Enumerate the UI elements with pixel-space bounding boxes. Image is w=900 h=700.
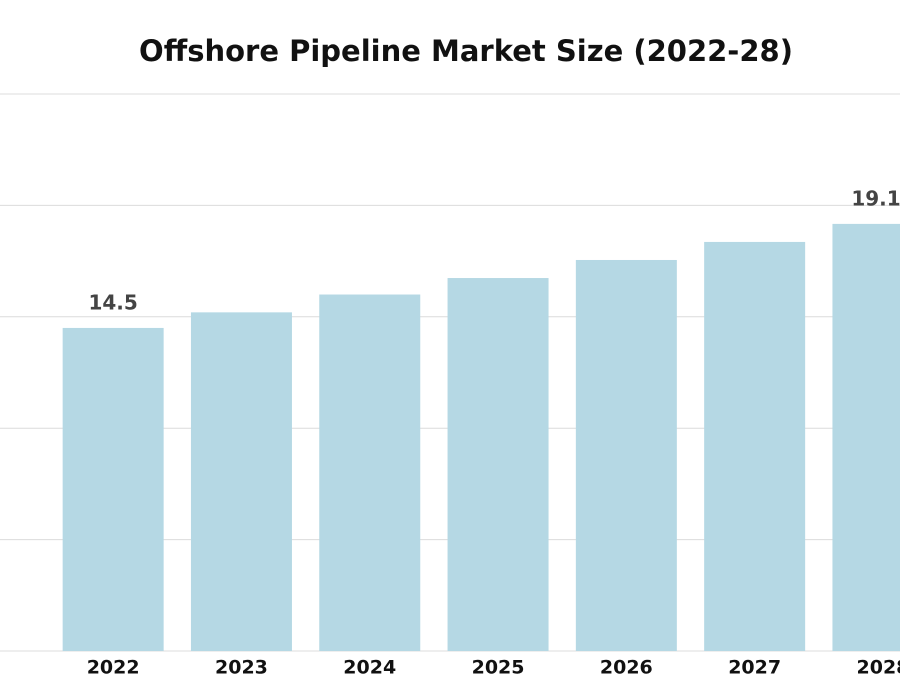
x-tick-label: 2027 [728, 657, 781, 679]
bar [62, 327, 164, 651]
bar [575, 259, 677, 651]
x-tick-label: 2026 [600, 657, 653, 679]
value-label: 14.5 [88, 290, 137, 314]
bar [704, 241, 806, 651]
chart-title: Offshore Pipeline Market Size (2022-28) [139, 34, 793, 68]
x-tick-label: 2023 [215, 657, 268, 679]
value-label: 19.17 [851, 186, 900, 210]
bar [447, 278, 549, 651]
bar [190, 312, 292, 651]
x-tick-label: 2028 [857, 657, 900, 679]
x-tick-label: 2022 [87, 657, 140, 679]
x-tick-label: 2024 [343, 657, 396, 679]
bar [832, 223, 900, 651]
bar [319, 294, 421, 651]
x-tick-label: 2025 [472, 657, 525, 679]
